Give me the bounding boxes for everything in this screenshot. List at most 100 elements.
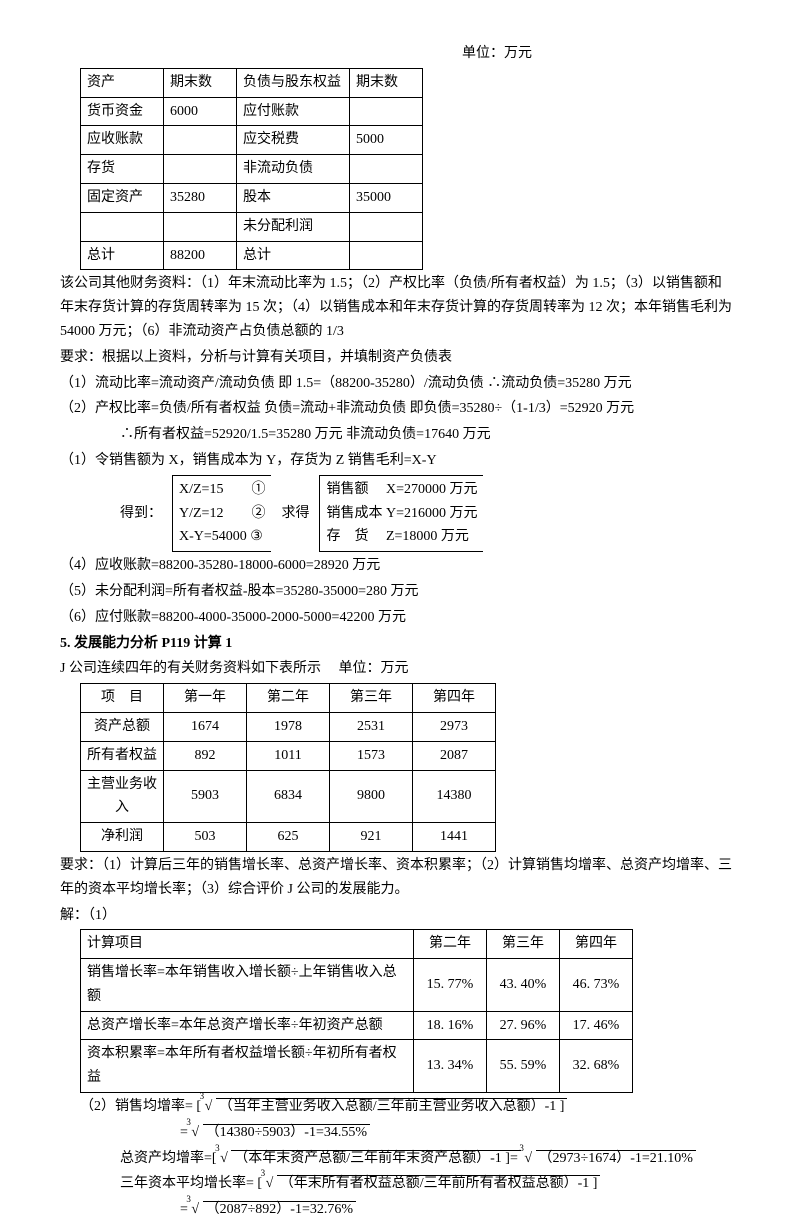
- sol: 存 货 Z=18000 万元: [326, 525, 477, 549]
- cell: 1978: [247, 712, 330, 741]
- cell: 15. 77%: [414, 959, 487, 1012]
- balance-sheet-table: 资产 期末数 负债与股东权益 期末数 货币资金 6000 应付账款 应收账款 应…: [80, 68, 423, 271]
- cell: 所有者权益: [81, 741, 164, 770]
- cell: 项 目: [81, 684, 164, 713]
- cell: 32. 68%: [560, 1040, 633, 1093]
- intro: J 公司连续四年的有关财务资料如下表所示 单位：万元: [60, 657, 734, 681]
- unit-label: 单位：万元: [260, 42, 734, 66]
- cube-root-icon: √: [266, 1172, 274, 1196]
- cell: 资产总额: [81, 712, 164, 741]
- cell: 非流动负债: [237, 155, 350, 184]
- cell: 总计: [237, 241, 350, 270]
- formula-line: = √ （2087÷892）-1=32.76%: [60, 1198, 734, 1222]
- cell: 43. 40%: [487, 959, 560, 1012]
- cell: 第三年: [487, 930, 560, 959]
- cube-root-icon: √: [220, 1147, 228, 1171]
- cell: 1674: [164, 712, 247, 741]
- cell: 35000: [350, 183, 423, 212]
- cell: 第四年: [560, 930, 633, 959]
- eq: Y/Z=12 ②: [179, 502, 265, 526]
- eq: X/Z=15 ①: [179, 478, 265, 502]
- cell: 14380: [413, 770, 496, 823]
- financial-data-table: 项 目 第一年 第二年 第三年 第四年 资产总额 1674 1978 2531 …: [80, 683, 496, 852]
- eq: X-Y=54000 ③: [179, 525, 265, 549]
- cell: 921: [330, 823, 413, 852]
- cell: 1011: [247, 741, 330, 770]
- cell: [350, 97, 423, 126]
- cell: 2087: [413, 741, 496, 770]
- cell: 892: [164, 741, 247, 770]
- calc-line: （2）产权比率=负债/所有者权益 负债=流动+非流动负债 即负债=35280÷（…: [60, 397, 734, 421]
- cell: 销售增长率=本年销售收入增长额÷上年销售收入总额: [81, 959, 414, 1012]
- formula-line: = √ （14380÷5903）-1=34.55%: [60, 1121, 734, 1145]
- cell: [81, 212, 164, 241]
- cell: 2531: [330, 712, 413, 741]
- cell: 2973: [413, 712, 496, 741]
- cell: [164, 212, 237, 241]
- calc-line: （4）应收账款=88200-35280-18000-6000=28920 万元: [60, 554, 734, 578]
- paragraph: 该公司其他财务资料：（1）年末流动比率为 1.5；（2）产权比率（负债/所有者权…: [60, 272, 734, 343]
- bracket-group: X/Z=15 ① Y/Z=12 ② X-Y=54000 ③: [172, 475, 271, 552]
- cube-root-icon: √: [191, 1121, 199, 1145]
- cell: 503: [164, 823, 247, 852]
- sol: 销售成本 Y=216000 万元: [326, 502, 477, 526]
- cube-root-icon: √: [524, 1147, 532, 1171]
- cell: 46. 73%: [560, 959, 633, 1012]
- cell: 资本积累率=本年所有者权益增长额÷年初所有者权益: [81, 1040, 414, 1093]
- cell: 固定资产: [81, 183, 164, 212]
- cell: 未分配利润: [237, 212, 350, 241]
- cell: 5000: [350, 126, 423, 155]
- cell: [350, 155, 423, 184]
- cell: 6000: [164, 97, 237, 126]
- cell: 应付账款: [237, 97, 350, 126]
- cell: 期末数: [164, 68, 237, 97]
- formula-line: 总资产均增率=[ √ （本年末资产总额/三年前年末资产总额）-1 ]= √ （2…: [60, 1147, 734, 1171]
- cell: 88200: [164, 241, 237, 270]
- cell: 9800: [330, 770, 413, 823]
- cell: 18. 16%: [414, 1011, 487, 1040]
- cell: 总资产增长率=本年总资产增长率÷年初资产总额: [81, 1011, 414, 1040]
- section-heading: 5. 发展能力分析 P119 计算 1: [60, 632, 734, 656]
- cell: [350, 212, 423, 241]
- sol: 销售额 X=270000 万元: [326, 478, 477, 502]
- cell: 27. 96%: [487, 1011, 560, 1040]
- formula-line: （2）销售均增率= [ √ （当年主营业务收入总额/三年前主营业务收入总额）-1…: [60, 1095, 734, 1119]
- solve-label: 解：（1）: [60, 904, 734, 928]
- cell: 第三年: [330, 684, 413, 713]
- cell: 第二年: [247, 684, 330, 713]
- calc-line: （6）应付账款=88200-4000-35000-2000-5000=42200…: [60, 606, 734, 630]
- calc-line: （1）令销售额为 X，销售成本为 Y，存货为 Z 销售毛利=X-Y: [60, 449, 734, 473]
- cell: 13. 34%: [414, 1040, 487, 1093]
- calc-line: （1）流动比率=流动资产/流动负债 即 1.5=（88200-35280）/流动…: [60, 372, 734, 396]
- label: 求得: [281, 502, 309, 526]
- cell: 净利润: [81, 823, 164, 852]
- cell: 股本: [237, 183, 350, 212]
- cell: 55. 59%: [487, 1040, 560, 1093]
- cell: 1573: [330, 741, 413, 770]
- cell: 总计: [81, 241, 164, 270]
- cell: 主营业务收入: [81, 770, 164, 823]
- growth-rate-table: 计算项目 第二年 第三年 第四年 销售增长率=本年销售收入增长额÷上年销售收入总…: [80, 929, 633, 1093]
- cell: [350, 241, 423, 270]
- bracket-group: 销售额 X=270000 万元 销售成本 Y=216000 万元 存 货 Z=1…: [319, 475, 483, 552]
- cell: 第一年: [164, 684, 247, 713]
- cell: 应收账款: [81, 126, 164, 155]
- cell: 625: [247, 823, 330, 852]
- cell: 第二年: [414, 930, 487, 959]
- cell: 5903: [164, 770, 247, 823]
- cell: 资产: [81, 68, 164, 97]
- cell: 第四年: [413, 684, 496, 713]
- formula-line: 三年资本平均增长率= [ √ （年末所有者权益总额/三年前所有者权益总额）-1 …: [60, 1172, 734, 1196]
- cell: 1441: [413, 823, 496, 852]
- cell: 35280: [164, 183, 237, 212]
- cell: 应交税费: [237, 126, 350, 155]
- cell: [164, 155, 237, 184]
- calc-line: （5）未分配利润=所有者权益-股本=35280-35000=280 万元: [60, 580, 734, 604]
- label: 得到：: [60, 502, 162, 526]
- requirement: 要求：（1）计算后三年的销售增长率、总资产增长率、资本积累率；（2）计算销售均增…: [60, 854, 734, 902]
- cell: 存货: [81, 155, 164, 184]
- cell: 计算项目: [81, 930, 414, 959]
- cell: 期末数: [350, 68, 423, 97]
- cell: 6834: [247, 770, 330, 823]
- cube-root-icon: √: [191, 1198, 199, 1222]
